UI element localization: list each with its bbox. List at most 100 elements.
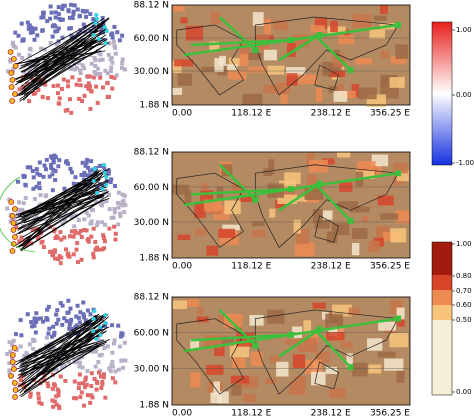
graph-node (82, 227, 87, 232)
heat-cell (371, 154, 389, 167)
network-graph (6, 2, 127, 115)
heat-cell (222, 224, 240, 231)
graph-node (60, 303, 65, 308)
heat-cell (202, 183, 209, 191)
graph-node (120, 61, 125, 66)
graph-edge (15, 335, 101, 363)
heat-cell (338, 201, 358, 209)
graph-hub (9, 77, 16, 83)
graph-hub (94, 337, 99, 341)
graph-node (6, 69, 11, 74)
graph-node (62, 186, 67, 191)
graph-node (105, 71, 110, 76)
link (313, 328, 352, 369)
graph-node (85, 369, 90, 374)
graph-node (113, 231, 118, 236)
heat-cell (298, 338, 318, 353)
graph-node (11, 44, 16, 49)
graph-node (48, 40, 53, 45)
graph-node (78, 83, 83, 88)
graph-node (21, 37, 26, 42)
graph-node (8, 219, 13, 224)
graph-node (7, 340, 12, 345)
colorbar-tick-label: 0.00 (456, 91, 472, 99)
node (316, 32, 323, 38)
graph-node (81, 173, 86, 178)
heat-cell (275, 82, 291, 95)
graph-node (89, 61, 94, 66)
graph-node (61, 3, 66, 8)
graph-node (72, 379, 77, 384)
x-tick-label: 118.12 E (231, 262, 271, 272)
graph-node (82, 9, 87, 14)
graph-node (81, 312, 86, 317)
graph-hub (103, 321, 108, 325)
node (395, 170, 402, 177)
graph-node (66, 8, 71, 13)
colorbar-tick-label: 1.00 (456, 240, 472, 248)
heat-cell (292, 196, 307, 202)
graph-node (75, 7, 80, 12)
heat-cell (239, 43, 250, 58)
coastline (314, 361, 340, 390)
graph-node (56, 389, 61, 394)
graph-node (57, 96, 62, 101)
heat-cell (304, 188, 324, 200)
heat-cell (351, 83, 360, 98)
graph-node (21, 85, 26, 90)
heat-cell (218, 228, 236, 238)
x-tick-label: 0.00 (172, 409, 192, 417)
graph-node (99, 25, 104, 30)
graph-node (86, 165, 91, 170)
graph-node (47, 326, 52, 331)
graph-hub (95, 191, 100, 195)
graph-node (76, 315, 81, 320)
graph-node (116, 222, 121, 227)
graph-node (24, 61, 29, 66)
graph-node (72, 224, 77, 229)
graph-hub (10, 227, 17, 233)
graph-node (112, 224, 117, 229)
graph-node (98, 201, 103, 206)
graph-edge (18, 20, 97, 64)
graph-node (104, 199, 109, 204)
graph-node (33, 26, 38, 31)
graph-node (21, 173, 26, 178)
graph-hub (12, 387, 19, 393)
heat-cell (348, 307, 360, 316)
graph-node (102, 166, 107, 171)
graph-node (98, 58, 103, 63)
graph-node (96, 336, 101, 341)
graph-edge (24, 331, 106, 377)
graph-node (30, 168, 35, 173)
graph-node (94, 387, 99, 392)
graph-hub (8, 70, 15, 76)
graph-hub (104, 183, 109, 187)
graph-node (110, 86, 115, 91)
graph-node (44, 317, 49, 322)
x-tick-label: 356.25 E (370, 109, 410, 119)
graph-node (32, 316, 37, 321)
heat-cell (361, 216, 369, 223)
graph-node (69, 110, 74, 115)
graph-node (62, 235, 67, 240)
graph-node (122, 67, 127, 72)
graph-node (41, 174, 46, 179)
heat-cell (303, 320, 312, 334)
graph-hub (94, 17, 99, 21)
graph-node (28, 391, 33, 396)
graph-node (11, 338, 16, 343)
graph-node (88, 85, 93, 90)
graph-node (49, 162, 54, 167)
graph-node (89, 219, 94, 224)
graph-node (100, 220, 105, 225)
graph-node (36, 87, 41, 92)
graph-node (52, 248, 57, 253)
graph-node (68, 306, 73, 311)
heat-cell (269, 356, 280, 363)
graph-node (60, 362, 65, 367)
graph-edge (20, 314, 97, 372)
graph-node (87, 173, 92, 178)
graph-node (5, 206, 10, 211)
y-tick-label: 60.00 N (134, 329, 169, 339)
